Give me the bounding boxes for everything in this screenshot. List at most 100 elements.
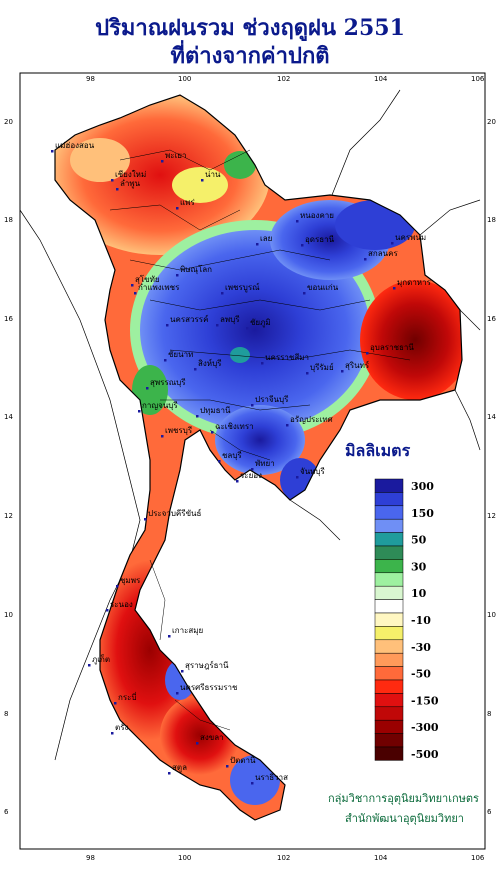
place-label: สุโขทัย [135, 274, 160, 284]
tick-top: 104 [374, 75, 388, 83]
place-label: กำแพงเพชร [138, 283, 180, 292]
station-marker [161, 160, 164, 163]
legend-swatch [374, 599, 404, 614]
cambodia-coast [289, 499, 341, 541]
legend-swatch [374, 585, 404, 600]
place-label: ฉะเชิงเทรา [215, 422, 254, 431]
credit-line2: สำนักพัฒนาอุตุนิยมวิทยา [345, 812, 464, 825]
legend-label: 10 [411, 587, 427, 600]
station-marker [146, 387, 149, 390]
station-marker [393, 287, 396, 290]
legend: 300 150 50 30 10 -10 -30 -50 -150 -300 -500 [374, 478, 439, 761]
legend-label: 50 [411, 534, 427, 547]
station-marker [261, 362, 264, 365]
map-title: ปริมาณฝนรวม ช่วงฤดูฝน 2551 [95, 15, 405, 41]
station-marker [236, 480, 239, 483]
legend-label: -500 [411, 748, 439, 761]
station-marker [364, 258, 367, 261]
station-marker [196, 415, 199, 418]
place-label: สุรินทร์ [345, 360, 370, 370]
legend-swatch [374, 693, 404, 708]
station-marker [144, 518, 147, 521]
place-label: ขอนแก่น [307, 283, 339, 292]
place-label: ชัยนาท [168, 350, 193, 359]
top-ticks: 98 100 102 104 106 [86, 75, 485, 83]
station-marker [246, 327, 249, 330]
place-label: สุราษฎร์ธานี [185, 660, 229, 670]
station-marker [256, 243, 259, 246]
place-label: เชียงใหม่ [115, 170, 146, 179]
legend-swatch [374, 505, 404, 520]
place-label: หนองคาย [300, 211, 334, 220]
tick-right: 20 [487, 118, 496, 126]
tick-right: 10 [487, 611, 496, 619]
place-label: น่าน [205, 170, 221, 179]
place-label: สิงห์บุรี [198, 358, 222, 368]
station-marker [114, 702, 117, 705]
place-label: ปัตตานี [230, 756, 256, 765]
place-label: บุรีรัมย์ [310, 362, 334, 372]
place-label: อุบลราชธานี [370, 343, 414, 352]
right-ticks: 20 18 16 14 12 10 8 6 [487, 118, 496, 816]
station-marker [226, 765, 229, 768]
station-marker [164, 359, 167, 362]
place-label: นครสวรรค์ [170, 314, 208, 324]
tick-left: 18 [4, 216, 13, 224]
left-ticks: 20 18 16 14 12 10 8 6 [4, 118, 13, 816]
legend-label: 150 [411, 507, 434, 520]
place-label: ชุมพร [120, 576, 141, 585]
place-label: นครพนม [395, 233, 426, 242]
station-marker [194, 368, 197, 371]
legend-label: -50 [411, 668, 431, 681]
place-label: แพร่ [180, 198, 195, 207]
station-marker [251, 468, 254, 471]
map-subtitle: ที่ต่างจากค่าปกติ [170, 43, 330, 69]
legend-label: 30 [411, 560, 427, 573]
tick-right: 14 [487, 413, 496, 421]
tick-bottom: 100 [178, 854, 191, 862]
place-label: จันทบุรี [300, 467, 326, 476]
legend-swatch [374, 626, 404, 641]
legend-label: -300 [411, 721, 439, 734]
place-label: ลพบุรี [220, 315, 240, 324]
tick-right: 6 [487, 808, 492, 816]
tick-bottom: 104 [374, 854, 388, 862]
place-label: ภูเก็ต [92, 654, 110, 665]
station-marker [116, 188, 119, 191]
legend-swatch [374, 679, 404, 694]
legend-swatch [374, 572, 404, 587]
station-marker [111, 732, 114, 735]
tick-left: 14 [4, 413, 13, 421]
station-marker [306, 372, 309, 375]
station-marker [251, 404, 254, 407]
station-marker [286, 424, 289, 427]
place-label: ระนอง [110, 600, 133, 609]
laos-border [329, 89, 481, 451]
place-label: สงขลา [200, 733, 224, 742]
place-label: เลย [260, 234, 272, 243]
legend-label: -10 [411, 614, 431, 627]
station-marker [131, 284, 134, 287]
legend-label: -150 [411, 694, 439, 707]
station-marker [201, 179, 204, 182]
station-marker [196, 742, 199, 745]
station-marker [303, 292, 306, 295]
tick-top: 98 [86, 75, 95, 83]
place-label: เกาะสมุย [172, 626, 203, 635]
station-marker [216, 324, 219, 327]
place-label: เพชรบุรี [165, 426, 193, 435]
station-marker [88, 664, 91, 667]
legend-label: -30 [411, 641, 431, 654]
station-marker [301, 244, 304, 247]
station-marker [166, 324, 169, 327]
place-label: อุดรธานี [305, 235, 335, 244]
station-marker [218, 460, 221, 463]
legend-swatch [374, 518, 404, 533]
legend-label: 300 [411, 480, 434, 493]
place-label: ประจวบคีรีขันธ์ [148, 508, 202, 518]
place-label: ลำพูน [120, 179, 141, 189]
legend-swatch [374, 666, 404, 681]
place-label: นครศรีธรรมราช [180, 683, 238, 692]
